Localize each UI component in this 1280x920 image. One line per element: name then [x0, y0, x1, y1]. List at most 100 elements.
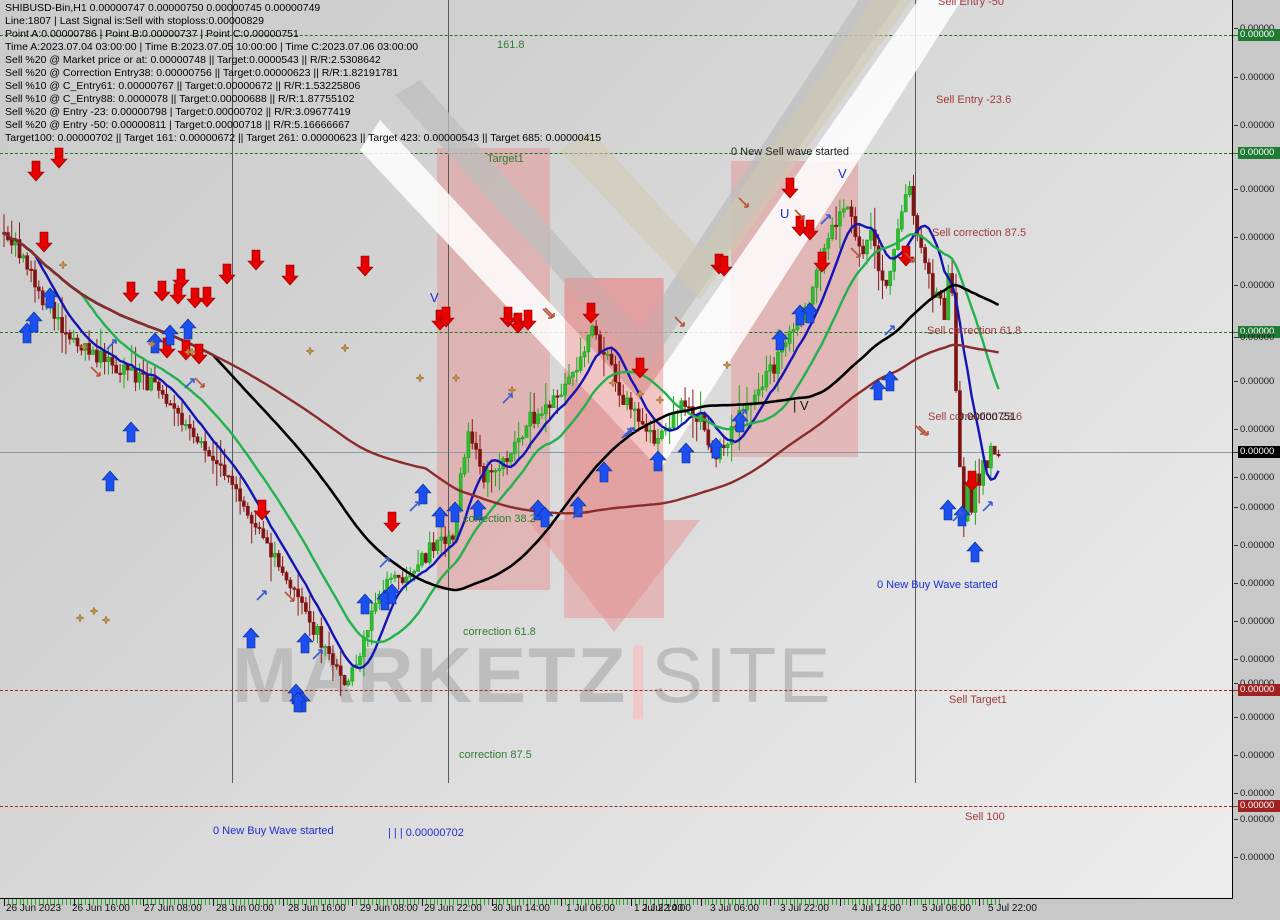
time-tick-73	[286, 899, 288, 905]
time-tick-139	[541, 899, 543, 905]
price-tick-label-6: 0.00000	[1240, 232, 1275, 243]
time-tick-48	[189, 899, 191, 905]
time-tick-24	[96, 899, 98, 905]
time-tick-22	[89, 899, 91, 905]
time-tick-8	[35, 899, 36, 905]
signal-arrows: V V | V U	[18, 147, 993, 713]
time-tick-25	[100, 899, 102, 905]
time-tick-198	[770, 899, 772, 906]
info-line-10: Target100: 0.00000702 || Target 161: 0.0…	[5, 132, 602, 144]
time-tick-76	[298, 899, 300, 905]
time-tick-69	[271, 899, 272, 905]
price-scale[interactable]: 0.00000 0.00000 0.00000 0.00000 0.00000 0.000…	[1233, 0, 1280, 898]
time-tick-219	[851, 899, 853, 905]
time-tick-6	[27, 899, 29, 905]
time-tick-154	[600, 899, 601, 905]
time-tick-94	[367, 899, 369, 905]
time-tick-59	[232, 899, 234, 905]
time-tick-210	[816, 899, 818, 905]
time-tick-99	[387, 899, 389, 905]
info-line-4: Sell %20 @ Market price or at: 0.0000074…	[5, 54, 381, 66]
time-tick-134	[522, 899, 524, 905]
time-tick-203	[789, 899, 791, 905]
price-tick-label-3: 0.00000	[1240, 120, 1275, 131]
time-tick-52	[205, 899, 207, 905]
time-tick-229	[890, 899, 892, 905]
time-tick-185	[720, 899, 721, 905]
chart-plot-area[interactable]: MARKETZ|SITE VV| VU V Sel	[0, 0, 1233, 899]
time-tick-107	[418, 899, 420, 905]
price-tick-15: 0.00000	[1233, 540, 1280, 552]
time-tick-133	[518, 899, 520, 905]
time-tick-157	[611, 899, 613, 905]
time-tick-160	[623, 899, 625, 905]
time-tick-53	[209, 899, 211, 905]
price-tag-dash-12	[1233, 452, 1238, 453]
time-tick-28	[112, 899, 114, 905]
time-tick-29	[116, 899, 118, 905]
time-tick-202	[785, 899, 787, 905]
time-tick-50	[197, 899, 199, 905]
time-label-5: 29 Jun 08:00	[360, 903, 418, 914]
time-tick-62	[243, 899, 245, 905]
time-tick-109	[425, 899, 427, 905]
down-arrow-shape	[528, 278, 700, 632]
time-tick-230	[894, 899, 896, 905]
time-tick-215	[836, 899, 838, 905]
time-tick-41	[162, 899, 164, 905]
time-tick-10	[42, 899, 44, 905]
time-tick-220	[855, 899, 857, 905]
time-tick-70	[274, 899, 276, 905]
price-tick-label-18: 0.00000	[1240, 654, 1275, 665]
time-tick-246	[956, 899, 957, 905]
price-tick-18: 0.00000	[1233, 654, 1280, 666]
info-line-3: Time A:2023.07.04 03:00:00 | Time B:2023…	[5, 41, 419, 53]
time-tick-182	[708, 899, 710, 905]
time-tick-124	[483, 899, 485, 905]
time-tick-68	[267, 899, 269, 905]
time-tick-244	[948, 899, 950, 905]
time-tick-206	[801, 899, 803, 905]
time-tick-72	[282, 899, 284, 906]
time-tick-7	[31, 899, 33, 905]
price-tick-label-0: 0.00000	[1240, 23, 1274, 35]
time-tick-12	[50, 899, 52, 905]
time-tick-221	[859, 899, 861, 905]
price-tick-23: 0.00000	[1233, 788, 1280, 800]
time-tick-27	[108, 899, 110, 905]
time-tick-82	[321, 899, 323, 905]
time-tick-168	[654, 899, 656, 905]
time-tick-241	[936, 899, 938, 905]
time-tick-159	[619, 899, 621, 905]
price-tag-dash-1	[1233, 35, 1238, 36]
time-tick-4	[19, 899, 21, 905]
time-label-2: 27 Jun 08:00	[144, 903, 202, 914]
level-target1	[0, 153, 1232, 154]
price-tick-25: 0.00000	[1233, 814, 1280, 826]
time-tick-194	[754, 899, 756, 905]
time-tick-171	[665, 899, 667, 905]
time-tick-0	[4, 899, 5, 906]
price-tick-label-16: 0.00000	[1240, 578, 1275, 589]
volume-level-line	[0, 806, 1232, 807]
time-tick-201	[781, 899, 783, 905]
time-tick-30	[120, 899, 122, 905]
time-axis[interactable]: 26 Jun 2023 26 Jun 16:00 27 Jun 08:00 28 Ju…	[0, 899, 1232, 920]
time-tick-40	[158, 899, 160, 905]
svg-text:| V: | V	[793, 398, 809, 413]
time-tick-167	[650, 899, 652, 905]
time-tick-126	[491, 899, 493, 906]
time-tick-105	[410, 899, 412, 905]
time-tick-205	[797, 899, 799, 905]
time-tick-106	[414, 899, 416, 905]
price-tag-4: 0.00000	[1238, 147, 1280, 159]
time-tick-31	[124, 899, 125, 905]
time-tick-115	[449, 899, 451, 905]
sell-correction-87-5-label: Sell correction 87.5	[932, 227, 1027, 239]
price-tick-label-22: 0.00000	[1240, 750, 1275, 761]
time-tick-60	[236, 899, 238, 905]
time-tick-100	[391, 899, 392, 905]
price-tick-16: 0.00000	[1233, 578, 1280, 590]
time-tick-36	[143, 899, 145, 906]
